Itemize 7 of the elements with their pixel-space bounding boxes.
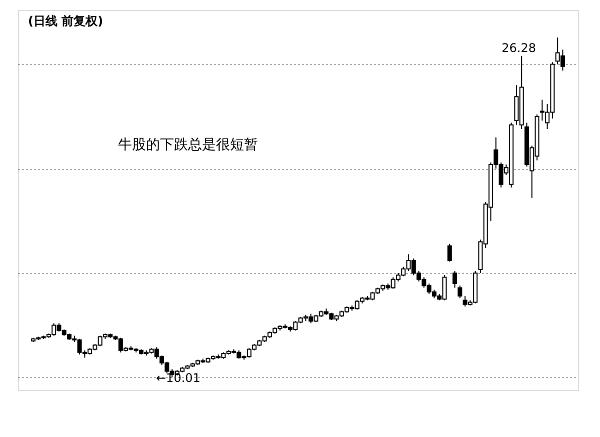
candlestick xyxy=(458,285,462,299)
annotation: 26.28 xyxy=(502,41,536,55)
chart-title: (日线 前复权) xyxy=(28,14,104,28)
annotation: ←10.01 xyxy=(156,371,200,385)
candlestick xyxy=(447,243,452,262)
annotation: 牛股的下跌总是很短暂 xyxy=(118,137,258,153)
candlestick xyxy=(452,270,458,288)
